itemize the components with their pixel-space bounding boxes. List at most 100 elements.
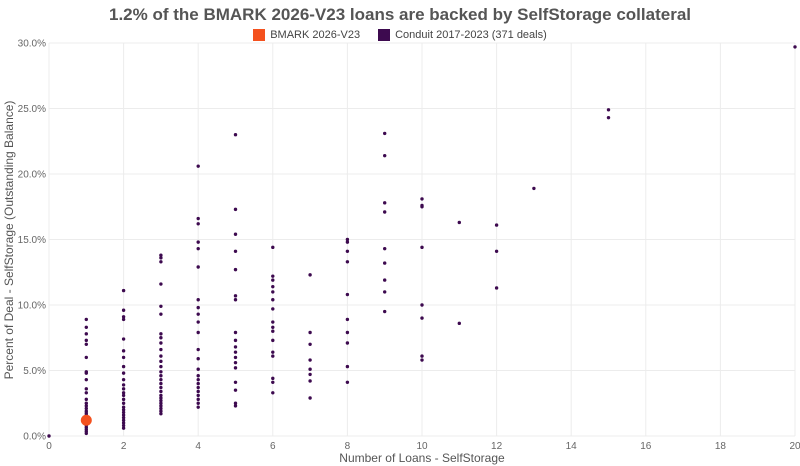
data-point-conduit [159,406,163,411]
data-point-conduit [121,426,126,430]
data-point-conduit [121,377,126,382]
data-point-conduit [196,240,200,244]
data-point-conduit [196,305,200,310]
data-point-conduit [84,387,89,391]
data-point-conduit [84,317,89,322]
data-point-conduit [196,381,200,386]
data-point-conduit [121,308,126,312]
data-point-conduit [84,391,89,395]
data-point-conduit [159,401,163,405]
data-point-conduit [383,246,387,251]
data-point-conduit [271,376,275,381]
data-point-conduit [271,354,275,358]
data-point-conduit [159,354,163,358]
data-point-conduit [233,350,238,354]
data-point-conduit [196,222,200,226]
data-point-conduit [196,397,200,402]
data-point-conduit [308,342,312,346]
data-point-conduit [196,367,200,371]
data-point-conduit [420,203,424,208]
data-point-conduit [196,357,200,361]
data-point-conduit [383,278,387,282]
data-point-conduit [121,317,126,322]
legend-item-conduit[interactable]: Conduit 2017-2023 (371 deals) [378,29,547,41]
data-point-conduit [121,355,126,360]
x-tick-label: 16 [640,441,652,452]
data-point-conduit [121,393,126,398]
tick-layer: 0 2 4 6 8 10 12 14 16 18 20 0.0% 5.0% 10.0% 15.0% 20.0%… [18,39,800,453]
data-point-conduit [233,366,238,370]
data-point-conduit [121,349,126,353]
data-point-conduit [121,391,126,395]
data-point-conduit [159,336,163,340]
data-point-conduit [420,197,424,201]
y-tick-label: 20.0% [18,170,46,181]
data-point-conduit [233,388,238,392]
data-point-conduit [383,261,387,265]
data-point-conduit [121,405,126,409]
data-point-conduit [345,260,350,264]
data-point-conduit [196,216,200,221]
data-point-conduit [121,408,126,412]
data-point-conduit [345,317,350,322]
data-point-conduit [271,329,275,333]
x-tick-label: 6 [270,441,276,452]
y-tick-label: 15.0% [18,235,46,246]
data-point-conduit [271,245,275,250]
x-tick-label: 10 [416,441,428,452]
data-point-conduit [196,330,200,335]
data-point-conduit [159,312,163,316]
data-point-conduit [159,304,163,309]
legend-item-bmark[interactable]: BMARK 2026-V23 [253,29,360,41]
data-point-conduit [159,393,163,398]
data-point-conduit [84,332,89,336]
data-point-conduit [345,364,350,369]
data-point-conduit [159,256,163,260]
x-tick-label: 14 [566,441,578,452]
x-tick-label: 0 [46,441,52,452]
data-point-conduit [494,249,499,253]
data-point-conduit [271,325,275,329]
y-axis-title: Percent of Deal - SelfStorage (Outstandi… [2,101,16,380]
x-tick-label: 2 [121,441,127,452]
y-tick-label: 25.0% [18,104,46,115]
data-point-conduit [271,380,275,384]
data-point-conduit [308,372,312,377]
data-point-conduit [420,358,424,362]
legend-label-bmark: BMARK 2026-V23 [270,29,361,41]
data-point-conduit [159,398,163,403]
data-point-conduit [121,364,126,369]
data-point-conduit [345,240,350,244]
data-point-conduit [233,294,238,298]
data-point-conduit [84,325,89,329]
data-point-conduit [159,374,163,378]
data-point-conduit [233,401,238,405]
data-point-conduit [271,320,275,324]
data-point-conduit [159,260,163,264]
data-point-conduit [345,292,350,297]
data-point-conduit [271,284,275,289]
data-point-conduit [196,320,200,324]
data-point-conduit [121,401,126,405]
data-point-conduit [233,207,238,212]
data-point-conduit [233,232,238,236]
data-point-conduit [159,389,163,394]
data-point-conduit [121,421,126,425]
data-point-conduit [494,286,499,290]
data-point-conduit [233,345,238,349]
data-point-conduit [383,153,387,158]
data-point-conduit [121,418,126,422]
data-point-conduit [308,379,312,383]
data-point-conduit [196,164,200,168]
y-tick-label: 30.0% [18,39,46,50]
data-point-conduit [121,315,126,319]
data-point-conduit [121,423,126,428]
data-point-conduit [47,434,51,438]
data-point-conduit [121,288,126,293]
data-point-conduit [271,278,275,282]
y-tick-label: 10.0% [18,301,46,312]
data-point-conduit [345,330,350,335]
data-point-conduit [159,253,163,257]
